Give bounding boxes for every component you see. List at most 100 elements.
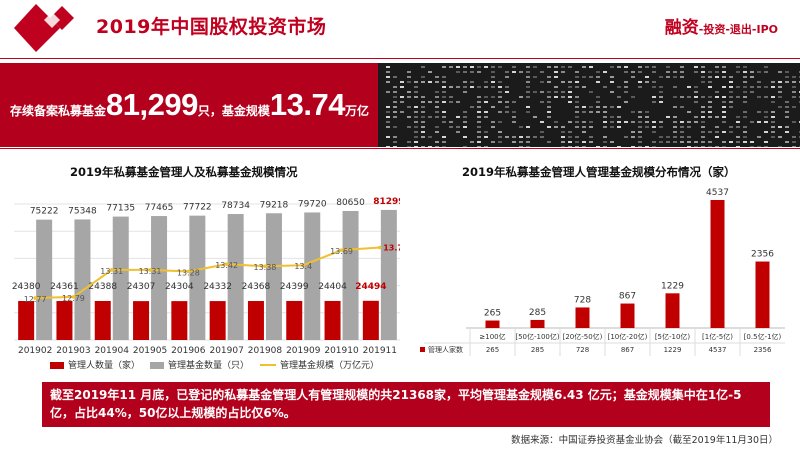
chart1-tick-label: 201904 — [95, 346, 130, 356]
chart1-bar-funds — [342, 210, 359, 340]
chart1-title: 2019年私募基金管理人及私募基金规模情况 — [70, 165, 298, 179]
board-cell — [652, 71, 656, 73]
board-cell — [484, 86, 488, 88]
board-cell — [575, 146, 579, 147]
board-cell — [638, 86, 642, 88]
board-cell — [442, 76, 446, 78]
board-cell — [512, 136, 516, 138]
board-cell — [715, 66, 719, 68]
board-cell — [540, 136, 544, 138]
board-cell — [715, 96, 719, 98]
board-cell — [736, 126, 740, 128]
logo-diamond-large — [14, 4, 60, 52]
chart1-point-scale — [71, 295, 76, 299]
board-cell — [792, 76, 796, 78]
board-cell — [477, 66, 481, 68]
board-cell — [505, 76, 509, 78]
board-cell — [715, 76, 719, 78]
chart1-point-scale — [301, 263, 306, 267]
board-cell — [526, 76, 530, 78]
chart1-bar-funds — [304, 212, 321, 340]
board-cell — [547, 106, 551, 108]
page-title: 2019年中国股权投资市场 — [96, 16, 327, 38]
board-cell — [428, 146, 432, 147]
board-cell — [666, 141, 670, 143]
board-cell — [386, 136, 390, 138]
section-nav: 融资-投资-退出-IPO — [665, 13, 778, 38]
board-cell — [701, 76, 705, 78]
board-cell — [477, 126, 481, 128]
board-cell — [526, 86, 530, 88]
board-cell — [386, 66, 390, 68]
board-cell — [561, 146, 565, 147]
board-cell — [617, 96, 621, 98]
board-cell — [526, 146, 530, 147]
board-cell — [750, 121, 754, 123]
board-cell — [701, 136, 705, 138]
board-cell — [659, 126, 663, 128]
board-cell — [526, 136, 530, 138]
board-cell — [477, 86, 481, 88]
board-cell — [603, 141, 607, 143]
board-cell — [519, 126, 523, 128]
chart1-label-scale: 12.77 — [24, 295, 47, 304]
board-cell — [540, 121, 544, 123]
board-cell — [442, 121, 446, 123]
board-cell — [568, 81, 572, 83]
banner-red-panel — [0, 63, 378, 147]
board-cell — [561, 66, 565, 68]
board-cell — [638, 111, 642, 113]
board-cell — [631, 146, 635, 147]
board-cell — [421, 121, 425, 123]
board-cell — [519, 136, 523, 138]
board-cell — [743, 131, 747, 133]
chart2-bar-label: 728 — [574, 295, 591, 305]
board-cell — [435, 146, 439, 147]
board-cell — [582, 126, 586, 128]
chart1-tick-label: 201906 — [171, 346, 206, 356]
board-cell — [477, 101, 481, 103]
board-cell — [638, 126, 642, 128]
board-cell — [596, 76, 600, 78]
board-cell — [407, 116, 411, 118]
board-cell — [708, 96, 712, 98]
board-cell — [477, 121, 481, 123]
board-cell — [505, 91, 509, 93]
board-cell — [547, 101, 551, 103]
board-cell — [505, 71, 509, 73]
board-cell — [631, 111, 635, 113]
chart1-bar-managers — [247, 301, 264, 340]
board-cell — [449, 66, 453, 68]
board-cell — [442, 101, 446, 103]
board-cell — [484, 101, 488, 103]
board-cell — [673, 96, 677, 98]
board-cell — [435, 96, 439, 98]
board-cell — [575, 86, 579, 88]
board-cell — [659, 136, 663, 138]
board-cell — [694, 146, 698, 147]
banner-rule-bottom — [0, 148, 800, 149]
board-cell — [547, 91, 551, 93]
board-cell — [778, 126, 782, 128]
board-cell — [561, 71, 565, 73]
board-cell — [743, 71, 747, 73]
board-cell — [582, 66, 586, 68]
board-cell — [785, 131, 789, 133]
chart1-bar-funds — [265, 213, 282, 340]
chart1-tick-label: 201911 — [363, 346, 397, 356]
board-cell — [582, 111, 586, 113]
board-cell — [722, 141, 726, 143]
board-cell — [463, 121, 467, 123]
board-cell — [764, 86, 768, 88]
board-cell — [477, 131, 481, 133]
chart1-label-scale: 13.74 — [383, 244, 400, 253]
board-cell — [673, 136, 677, 138]
board-cell — [638, 136, 642, 138]
board-cell — [764, 146, 768, 147]
board-cell — [561, 136, 565, 138]
board-cell — [694, 71, 698, 73]
board-cell — [652, 96, 656, 98]
board-cell — [400, 81, 404, 83]
board-cell — [407, 91, 411, 93]
board-cell — [491, 121, 495, 123]
